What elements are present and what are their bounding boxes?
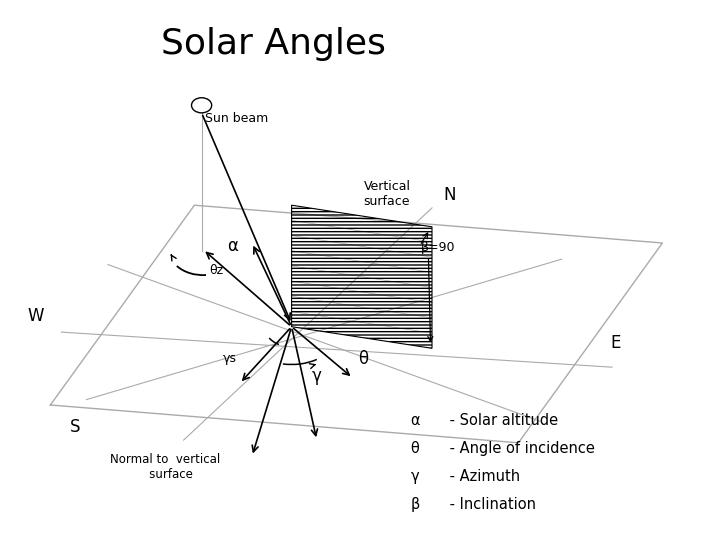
Text: γs: γs <box>223 352 237 365</box>
Text: S: S <box>71 418 81 436</box>
Text: - Solar altitude: - Solar altitude <box>445 413 558 428</box>
Text: θ: θ <box>410 441 419 456</box>
Text: γ: γ <box>410 469 419 484</box>
Text: Solar Angles: Solar Angles <box>161 27 386 61</box>
Text: θ: θ <box>359 350 369 368</box>
Text: - Inclination: - Inclination <box>445 497 536 512</box>
Text: Normal to  vertical
   surface: Normal to vertical surface <box>110 453 221 481</box>
Text: α: α <box>227 237 238 255</box>
Text: - Azimuth: - Azimuth <box>445 469 520 484</box>
Text: θz: θz <box>209 264 223 277</box>
Text: W: W <box>28 307 44 325</box>
Text: N: N <box>444 186 456 204</box>
Text: α: α <box>410 413 420 428</box>
Text: E: E <box>611 334 621 352</box>
Text: β: β <box>410 497 420 512</box>
Text: Sun beam: Sun beam <box>205 111 269 125</box>
Text: Vertical
surface: Vertical surface <box>364 180 410 208</box>
Text: γ: γ <box>312 367 322 384</box>
Text: β=90: β=90 <box>421 241 456 254</box>
Text: - Angle of incidence: - Angle of incidence <box>445 441 595 456</box>
